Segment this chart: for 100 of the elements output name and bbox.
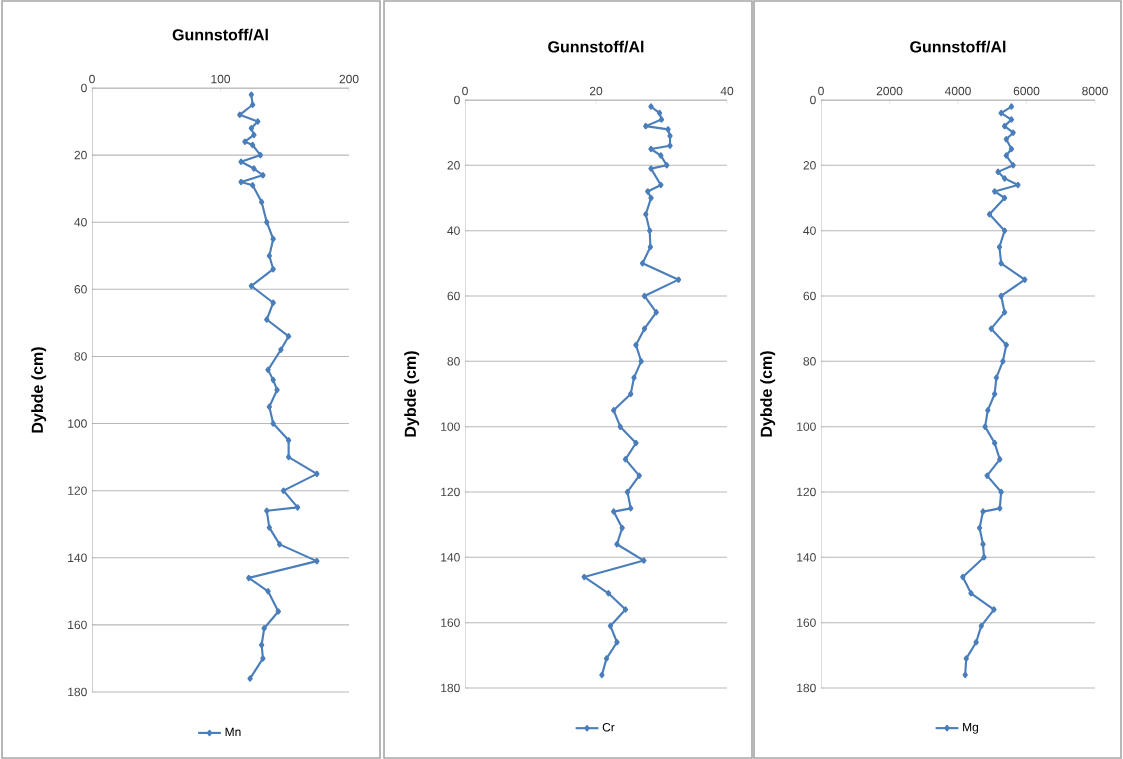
point [631,374,637,381]
point [242,138,248,145]
y-tick-label: 60 [803,291,816,301]
point [980,508,986,515]
point [978,622,984,630]
y-tick-label: 40 [447,226,460,235]
point [624,488,631,496]
point [278,346,284,353]
point [665,126,671,133]
legend-label: Mn [225,727,241,737]
y-tick-label: 60 [74,285,87,294]
point [614,541,620,548]
point [238,158,244,166]
point [260,172,266,179]
point [1001,175,1008,182]
point [1003,152,1009,159]
y-tick-label: 140 [68,553,87,563]
point [984,472,990,479]
point [628,390,634,398]
point [997,505,1003,512]
point [248,125,255,132]
point [641,325,648,332]
x-tick-label: 40 [720,86,734,96]
y-axis-title: Dybde (cm) [760,351,776,437]
x-tick-label: 0 [818,86,824,96]
y-tick-label: 180 [441,683,460,693]
legend-label: Cr [602,722,615,732]
point [638,358,644,365]
x-tick-label: 6000 [1013,86,1040,96]
point [314,470,320,478]
point [581,573,587,581]
point [645,188,651,195]
y-tick-label: 80 [447,357,460,366]
point [251,131,257,139]
point [248,282,255,290]
point [1010,129,1016,136]
point [643,122,649,130]
point [991,188,998,195]
y-tick-label: 20 [447,161,460,170]
y-tick-label: 180 [797,683,816,693]
point [237,111,243,119]
point [675,276,682,283]
point [249,182,256,189]
y-tick-label: 40 [74,217,87,227]
y-tick-label: 100 [68,419,87,428]
y-tick-label: 0 [454,95,460,105]
point [1003,135,1009,143]
point [981,554,987,561]
point [285,453,292,461]
point [611,407,617,414]
point [270,420,276,427]
point [648,103,654,110]
x-tick-label: 0 [89,74,95,84]
point [619,524,625,532]
point [1001,227,1008,234]
point [998,109,1004,117]
point [248,91,255,98]
point [270,265,276,273]
point [314,557,320,565]
point [667,132,673,140]
point [641,292,648,300]
point [991,390,998,398]
point [238,178,244,186]
point [275,608,281,615]
y-tick-label: 60 [447,291,460,301]
point [648,165,654,172]
point [973,639,979,646]
point [986,211,993,218]
x-axis-title: Gunnstoff/Al [172,28,268,41]
point [656,109,663,117]
point [257,151,264,159]
point [995,168,1001,176]
y-tick-label: 80 [74,352,87,361]
point [993,374,1000,381]
point [614,639,620,646]
point [603,655,610,662]
point [260,655,266,662]
point [980,541,986,548]
point [266,524,273,531]
x-tick-label: 20 [589,86,603,96]
x-tick-label: 200 [339,74,359,84]
point [264,507,270,514]
point [647,243,654,251]
point [251,165,257,172]
y-axis-title: Dybde (cm) [31,347,47,433]
point [962,671,968,679]
y-tick-label: 160 [441,618,460,627]
point [648,194,654,202]
y-tick-label: 40 [803,226,816,235]
point [998,292,1004,300]
x-tick-label: 2000 [876,86,903,96]
y-tick-label: 140 [797,553,816,562]
y-tick-label: 160 [797,618,816,627]
point [294,504,301,511]
point [258,641,265,649]
x-tick-label: 8000 [1082,86,1108,96]
point [653,309,659,316]
point [633,439,639,447]
point [647,227,653,234]
point [599,671,605,679]
